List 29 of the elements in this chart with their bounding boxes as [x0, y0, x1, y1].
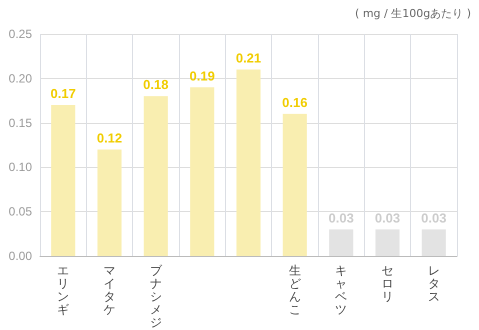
bar [190, 87, 214, 256]
data-label: 0.18 [143, 77, 168, 92]
y-tick-label: 0.15 [8, 116, 32, 130]
bar [236, 70, 261, 256]
data-label: 0.12 [96, 130, 122, 146]
bar [144, 96, 168, 256]
data-label: 0.21 [236, 50, 262, 66]
x-tick-label: エリンギ [57, 264, 70, 316]
x-tick-label: キャベツ [335, 264, 348, 316]
data-label: 0.16 [282, 94, 308, 110]
data-label: 0.19 [190, 68, 215, 84]
bar [97, 149, 122, 256]
x-tick-label: レタス [428, 264, 440, 304]
x-tick-label: ブナシメジ [150, 264, 163, 330]
x-tick-label: マイタケ [104, 264, 116, 316]
y-tick-label: 0.20 [8, 71, 32, 86]
bar [329, 229, 354, 256]
x-tick-label: 生どんこ [288, 264, 301, 316]
text: ( mg / 生100gあたり ) [355, 7, 471, 20]
y-tick-label: 0.25 [8, 27, 32, 41]
y-tick-label: 0.05 [8, 204, 32, 219]
bar [51, 105, 76, 256]
bar [422, 229, 446, 256]
y-tick-label: 0.10 [8, 160, 32, 174]
data-label: 0.17 [50, 86, 76, 102]
bar [282, 114, 307, 256]
y-tick-label: 0.00 [8, 249, 32, 263]
bar [375, 229, 400, 256]
x-tick-label: セロリ [382, 264, 394, 304]
